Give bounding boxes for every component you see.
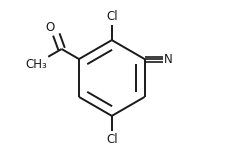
Text: Cl: Cl [106, 133, 118, 146]
Text: N: N [164, 53, 173, 66]
Text: CH₃: CH₃ [26, 58, 47, 71]
Text: O: O [46, 21, 55, 34]
Text: Cl: Cl [106, 10, 118, 23]
